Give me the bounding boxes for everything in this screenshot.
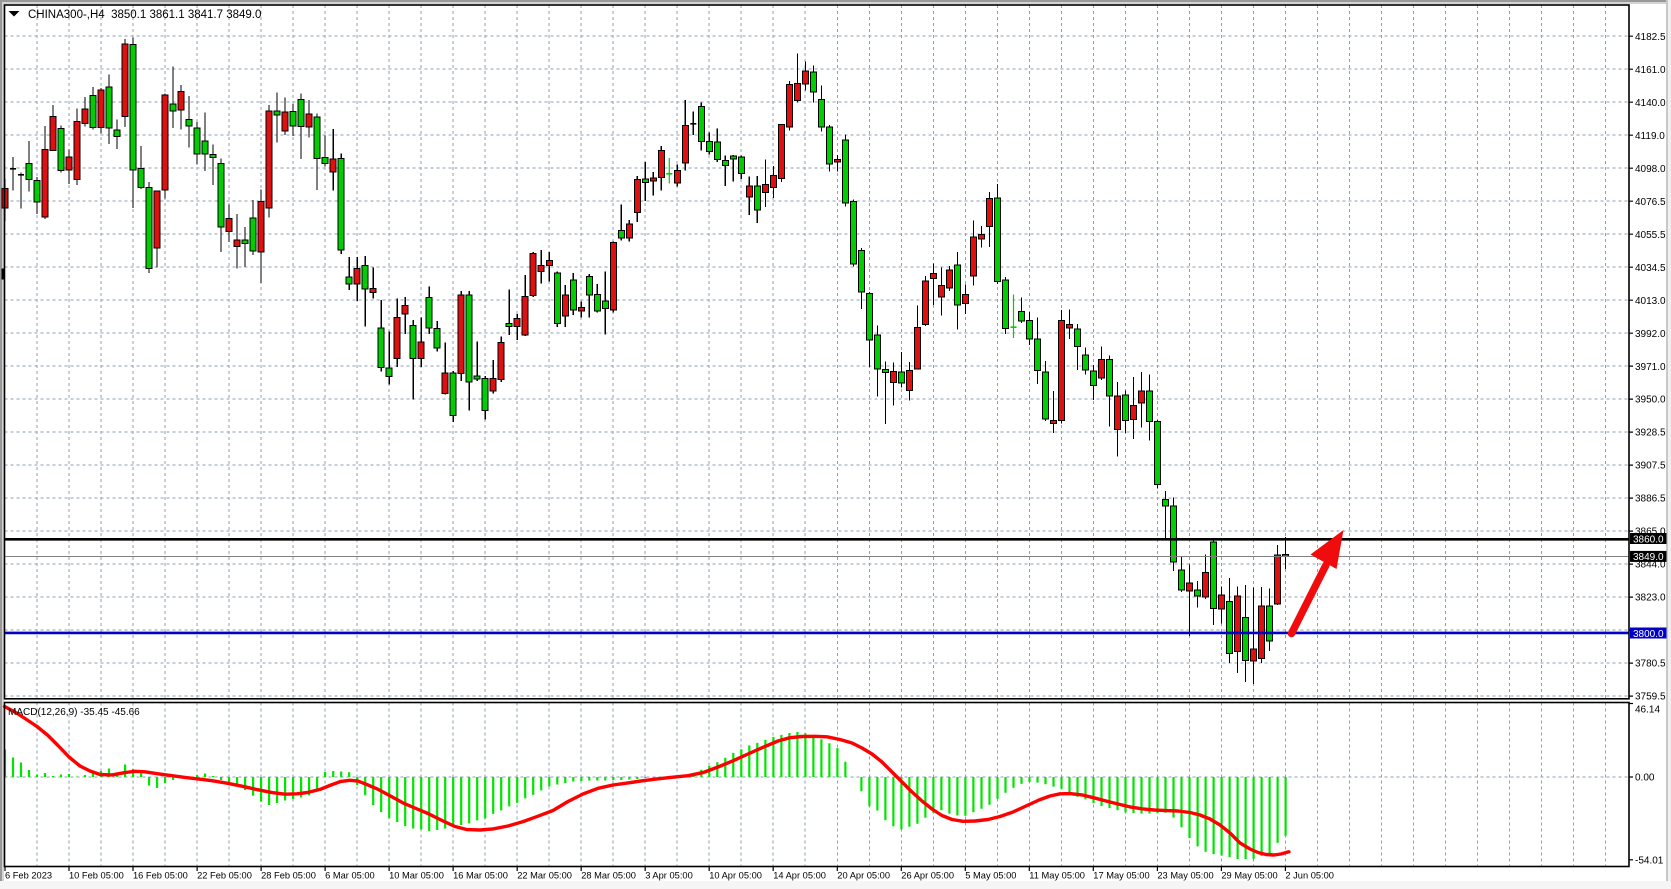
svg-text:10 Feb 05:00: 10 Feb 05:00 [69, 871, 124, 881]
svg-text:3971.0: 3971.0 [1635, 362, 1666, 373]
svg-text:3780.5: 3780.5 [1635, 659, 1666, 670]
svg-text:4034.5: 4034.5 [1635, 263, 1666, 274]
svg-text:23 May 05:00: 23 May 05:00 [1157, 871, 1213, 881]
svg-text:10 Apr 05:00: 10 Apr 05:00 [709, 871, 762, 881]
svg-text:3860.0: 3860.0 [1633, 534, 1664, 545]
svg-text:20 Apr 05:00: 20 Apr 05:00 [837, 871, 890, 881]
svg-text:14 Apr 05:00: 14 Apr 05:00 [773, 871, 826, 881]
svg-text:3886.5: 3886.5 [1635, 494, 1666, 505]
svg-text:4182.5: 4182.5 [1635, 32, 1666, 43]
svg-text:28 Mar 05:00: 28 Mar 05:00 [581, 871, 636, 881]
svg-text:10 Mar 05:00: 10 Mar 05:00 [389, 871, 444, 881]
svg-text:CHINA300-,H4 3850.1 3861.1 38: CHINA300-,H4 3850.1 3861.1 3841.7 3849.0 [28, 9, 261, 21]
svg-text:3928.5: 3928.5 [1635, 428, 1666, 439]
svg-text:0.00: 0.00 [1635, 773, 1655, 784]
svg-text:22 Feb 05:00: 22 Feb 05:00 [197, 871, 252, 881]
svg-text:3800.0: 3800.0 [1633, 629, 1664, 640]
svg-text:MACD(12,26,9) -35.45 -45.66: MACD(12,26,9) -35.45 -45.66 [8, 707, 140, 718]
svg-text:3759.5: 3759.5 [1635, 692, 1666, 703]
svg-text:3844.0: 3844.0 [1635, 560, 1666, 571]
svg-text:17 May 05:00: 17 May 05:00 [1093, 871, 1149, 881]
svg-text:3823.0: 3823.0 [1635, 593, 1666, 604]
svg-text:46.14: 46.14 [1635, 704, 1660, 715]
svg-text:16 Feb 05:00: 16 Feb 05:00 [133, 871, 188, 881]
svg-text:-54.01: -54.01 [1635, 855, 1664, 866]
svg-text:4013.0: 4013.0 [1635, 296, 1666, 307]
svg-text:11 May 05:00: 11 May 05:00 [1029, 871, 1085, 881]
svg-text:6 Mar 05:00: 6 Mar 05:00 [325, 871, 375, 881]
svg-text:2 Jun 05:00: 2 Jun 05:00 [1285, 871, 1334, 881]
svg-text:4140.0: 4140.0 [1635, 98, 1666, 109]
svg-text:4161.0: 4161.0 [1635, 65, 1666, 76]
svg-text:4119.0: 4119.0 [1635, 131, 1665, 142]
svg-text:22 Mar 05:00: 22 Mar 05:00 [517, 871, 572, 881]
svg-text:26 Apr 05:00: 26 Apr 05:00 [901, 871, 954, 881]
svg-text:3849.0: 3849.0 [1633, 552, 1664, 563]
svg-text:16 Mar 05:00: 16 Mar 05:00 [453, 871, 508, 881]
svg-text:28 Feb 05:00: 28 Feb 05:00 [261, 871, 316, 881]
svg-text:3907.5: 3907.5 [1635, 461, 1666, 472]
svg-text:4055.5: 4055.5 [1635, 230, 1666, 241]
svg-text:4076.5: 4076.5 [1635, 197, 1666, 208]
svg-text:5 May 05:00: 5 May 05:00 [965, 871, 1016, 881]
svg-text:4098.0: 4098.0 [1635, 164, 1666, 175]
svg-text:3865.0: 3865.0 [1635, 527, 1666, 538]
svg-text:3 Apr 05:00: 3 Apr 05:00 [645, 871, 693, 881]
svg-text:6 Feb 2023: 6 Feb 2023 [5, 871, 52, 881]
svg-text:29 May 05:00: 29 May 05:00 [1221, 871, 1277, 881]
svg-text:3992.0: 3992.0 [1635, 329, 1666, 340]
svg-text:3950.0: 3950.0 [1635, 395, 1666, 406]
